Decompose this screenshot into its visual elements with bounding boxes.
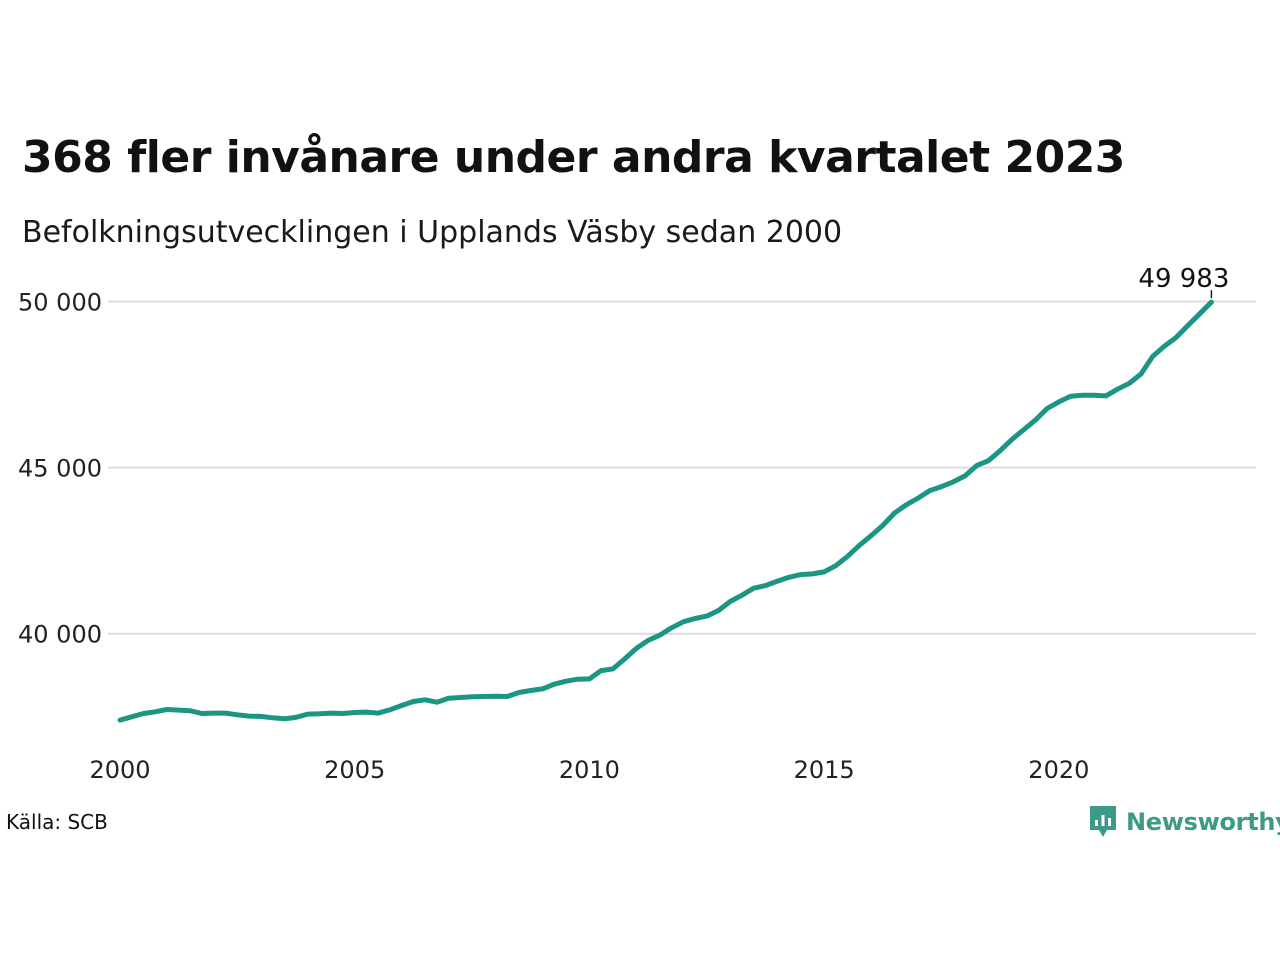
brand-logo: Newsworthy xyxy=(1088,804,1280,840)
x-tick-label: 2010 xyxy=(559,756,620,784)
chart-title: 368 fler invånare under andra kvartalet … xyxy=(22,132,1125,183)
y-tick-label: 50 000 xyxy=(18,289,102,317)
grid-lines xyxy=(108,300,1256,635)
source-note: Källa: SCB xyxy=(6,810,108,834)
y-tick-label: 45 000 xyxy=(18,455,102,483)
brand-name: Newsworthy xyxy=(1126,808,1280,836)
x-axis-ticks: 2000 2005 2010 2015 2020 xyxy=(89,756,1089,784)
series-lines xyxy=(117,299,1214,723)
y-tick-label: 40 000 xyxy=(18,621,102,649)
data-labels: 49 983 xyxy=(1138,264,1229,299)
newsworthy-logo-icon xyxy=(1090,806,1116,837)
x-tick-label: 2020 xyxy=(1028,756,1089,784)
chart-subtitle: Befolkningsutvecklingen i Upplands Väsby… xyxy=(22,215,843,250)
x-tick-label: 2005 xyxy=(324,756,385,784)
x-tick-label: 2015 xyxy=(794,756,855,784)
y-axis-ticks: 40 000 45 000 50 000 xyxy=(18,289,102,649)
last-value-label: 49 983 xyxy=(1138,264,1229,294)
series-line xyxy=(117,299,1214,723)
x-tick-label: 2000 xyxy=(89,756,150,784)
